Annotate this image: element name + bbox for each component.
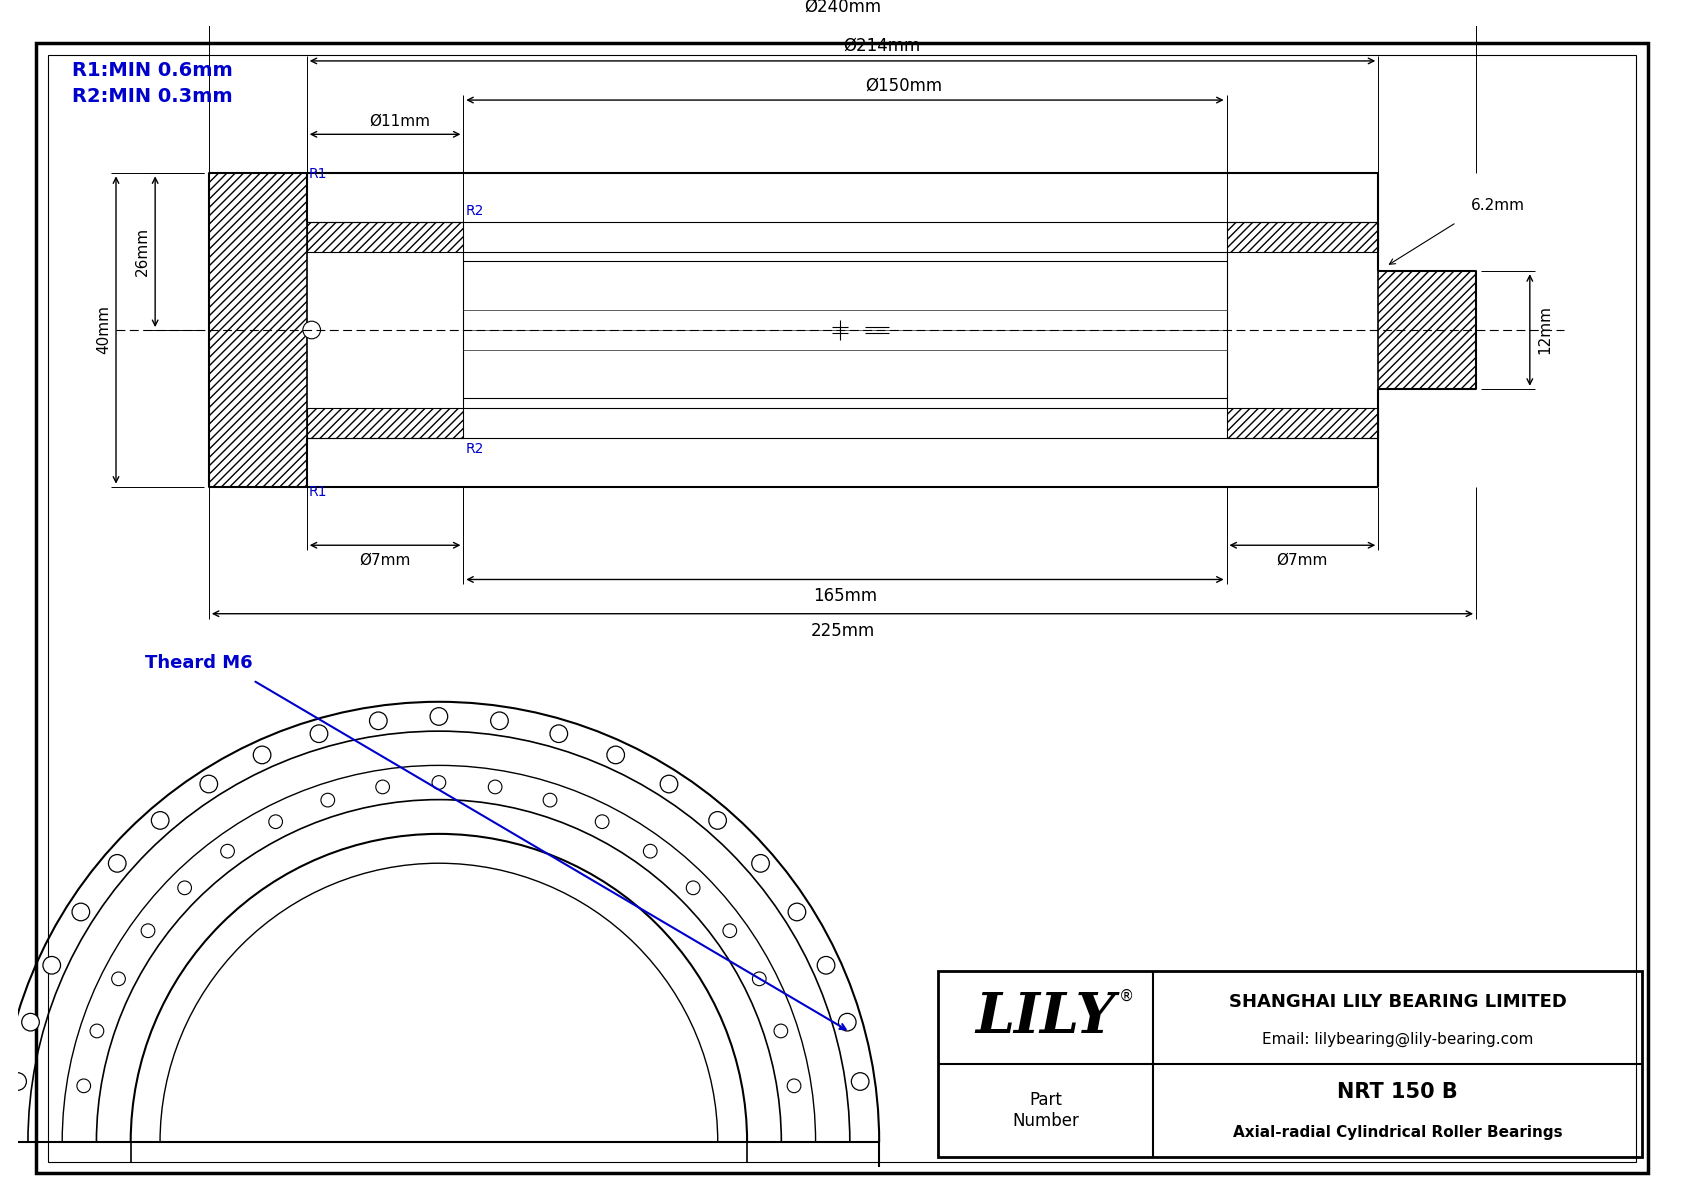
Text: 165mm: 165mm [813,587,877,605]
Polygon shape [209,174,306,487]
Circle shape [839,1014,855,1031]
Text: SHANGHAI LILY BEARING LIMITED: SHANGHAI LILY BEARING LIMITED [1229,993,1566,1011]
Circle shape [108,855,126,872]
Circle shape [753,972,766,986]
Text: LILY: LILY [975,990,1115,1045]
Polygon shape [306,223,463,251]
Circle shape [8,1073,27,1090]
Circle shape [141,924,155,937]
Circle shape [751,855,770,872]
Text: R1: R1 [308,485,327,499]
Circle shape [322,793,335,807]
Text: Ø214mm: Ø214mm [844,37,919,55]
Circle shape [709,811,726,829]
Circle shape [544,793,557,807]
Polygon shape [1226,223,1378,251]
Text: R1:MIN 0.6mm: R1:MIN 0.6mm [72,61,232,80]
Circle shape [253,746,271,763]
Circle shape [817,956,835,974]
Text: Email: lilybearing@lily-bearing.com: Email: lilybearing@lily-bearing.com [1261,1033,1534,1047]
Circle shape [77,1079,91,1092]
Text: 225mm: 225mm [810,622,874,640]
Circle shape [303,322,320,338]
Circle shape [660,775,677,793]
Circle shape [775,1024,788,1037]
Circle shape [722,924,736,937]
Polygon shape [306,409,463,437]
Text: Ø7mm: Ø7mm [1276,553,1329,568]
Circle shape [179,881,192,894]
Circle shape [89,1024,104,1037]
Text: ®: ® [1120,989,1135,1003]
Text: Ø11mm: Ø11mm [369,113,429,129]
Text: 26mm: 26mm [135,227,150,276]
Circle shape [786,1079,802,1092]
Circle shape [152,811,168,829]
Circle shape [643,844,657,858]
Circle shape [594,815,610,829]
Circle shape [606,746,625,763]
Circle shape [221,844,234,858]
Circle shape [111,972,125,986]
Circle shape [852,1073,869,1090]
Circle shape [490,712,509,730]
Circle shape [788,903,805,921]
Text: R2: R2 [465,205,483,218]
Text: R2: R2 [465,442,483,455]
Text: Axial-radial Cylindrical Roller Bearings: Axial-radial Cylindrical Roller Bearings [1233,1125,1563,1140]
Circle shape [269,815,283,829]
Circle shape [376,780,389,793]
Circle shape [687,881,701,894]
Circle shape [488,780,502,793]
Text: 6.2mm: 6.2mm [1472,198,1526,212]
Text: Ø240mm: Ø240mm [803,0,881,15]
Bar [938,971,1642,1156]
Polygon shape [1226,409,1378,437]
Text: Ø150mm: Ø150mm [866,76,943,94]
Text: NRT 150 B: NRT 150 B [1337,1081,1458,1102]
Text: R1: R1 [308,167,327,181]
Circle shape [72,903,89,921]
Circle shape [551,725,568,742]
Circle shape [22,1014,39,1031]
Text: 12mm: 12mm [1537,305,1553,355]
Text: Part
Number: Part Number [1012,1091,1079,1130]
Circle shape [310,725,328,742]
Circle shape [429,707,448,725]
Text: R2:MIN 0.3mm: R2:MIN 0.3mm [72,87,232,106]
Circle shape [42,956,61,974]
Circle shape [369,712,387,730]
Text: Theard M6: Theard M6 [145,654,253,673]
Text: 40mm: 40mm [96,305,111,355]
Text: Ø7mm: Ø7mm [359,553,411,568]
Polygon shape [1378,272,1475,388]
Circle shape [433,775,446,790]
Circle shape [200,775,217,793]
